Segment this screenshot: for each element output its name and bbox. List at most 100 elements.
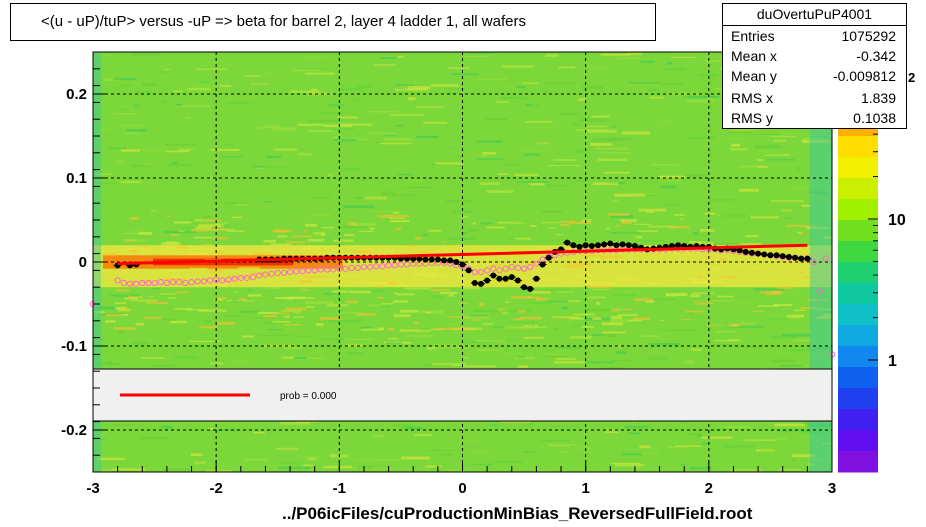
heatmap-cell [276,447,299,450]
heatmap-cell [461,287,480,290]
heatmap-cell [524,153,540,156]
heatmap-cell [485,118,508,121]
heatmap-cell [609,349,616,353]
heatmap-cell-dense [744,235,759,238]
heatmap-cell-dense [416,251,430,254]
heatmap-cell [459,439,483,443]
heatmap-cell [131,296,144,298]
heatmap-cell [264,72,276,76]
palette-swatch [838,388,878,410]
heatmap-cell [228,97,257,99]
heatmap-cell [592,136,597,138]
heatmap-cell-dense [321,226,335,229]
heatmap-cell [368,132,397,135]
heatmap-cell-dense [394,292,398,294]
heatmap-cell [321,215,331,217]
heatmap-cell [336,312,364,314]
profile-pink-point [268,270,275,277]
heatmap-cell [655,167,660,170]
heatmap-cell [514,173,539,177]
heatmap-cell-dense [252,252,272,256]
heatmap-cell [639,445,651,449]
profile-pink-point [151,279,158,287]
heatmap-cell [631,466,642,468]
x-tick-label: 1 [581,480,589,497]
profile-pink-point [477,268,485,276]
heatmap-cell-dense [772,290,780,294]
heatmap-cell [638,453,667,455]
heatmap-cell [690,348,702,351]
heatmap-cell [697,434,703,438]
heatmap-cell [352,223,376,226]
stats-histogram-name: duOvertuPuP4001 [756,6,873,22]
heatmap-cell [561,306,568,310]
heatmap-cell [399,350,408,354]
heatmap-cell [556,357,577,361]
heatmap-cell [763,317,792,320]
heatmap-cell [591,115,610,118]
heatmap-cell [212,139,220,142]
heatmap-cell-dense [596,301,601,305]
heatmap-cell [305,301,334,304]
heatmap-cell [611,462,641,465]
profile-pink-point [311,267,318,274]
heatmap-cell-dense [472,319,480,321]
heatmap-cell-dense [483,286,490,288]
stats-box: duOvertuPuP4001 Entries 1075292 Mean x -0.… [722,3,907,129]
heatmap-cell-dense [138,232,153,235]
heatmap-cell [771,335,797,339]
heatmap-cell [187,88,211,91]
profile-black-point [675,242,682,249]
heatmap-cell [188,335,196,337]
heatmap-cell [712,242,746,245]
heatmap-cell-dense [299,280,313,283]
heatmap-cell [336,226,368,229]
heatmap-cell-dense [581,325,594,328]
heatmap-cell-dense [104,252,117,256]
heatmap-cell [122,84,132,86]
heatmap-cell-dense [125,239,135,242]
heatmap-cell [730,326,764,328]
heatmap-cell [504,325,535,329]
heatmap-cell [718,426,750,428]
profile-black-point [527,285,534,292]
heatmap-cell-dense [376,284,381,288]
heatmap-cell [518,149,551,153]
heatmap-cell [117,124,145,128]
heatmap-cell-dense [387,327,394,331]
heatmap-cell [451,73,480,76]
heatmap-cell [316,350,325,354]
heatmap-cell [462,365,496,368]
heatmap-cell-dense [161,242,181,246]
profile-black-point [804,255,811,262]
heatmap-cell [467,52,494,54]
profile-pink-point [286,268,294,276]
heatmap-cell [623,122,635,124]
heatmap-cell [333,125,348,128]
heatmap-cell [475,158,504,160]
heatmap-cell [660,185,677,189]
palette-swatch [838,325,878,347]
profile-black-point [465,267,472,274]
heatmap-cell [640,335,661,337]
heatmap-cell [337,116,359,119]
heatmap-cell [690,467,713,470]
heatmap-cell [576,180,590,182]
heatmap-cell [662,68,686,70]
heatmap-cell [165,150,189,153]
heatmap-cell [469,314,488,317]
palette-swatch [838,430,878,452]
profile-black-point [607,240,614,247]
heatmap-cell [448,147,455,149]
heatmap-cell [646,211,655,214]
profile-black-point [594,242,601,249]
heatmap-cell-dense [567,300,581,303]
heatmap-cell [111,468,146,471]
heatmap-cell [545,289,570,291]
heatmap-cell [304,223,317,227]
heatmap-cell-dense [378,327,385,330]
heatmap-cell [486,190,514,193]
heatmap-cell [736,346,763,348]
heatmap-cell [124,132,139,135]
heatmap-cell [94,173,112,175]
